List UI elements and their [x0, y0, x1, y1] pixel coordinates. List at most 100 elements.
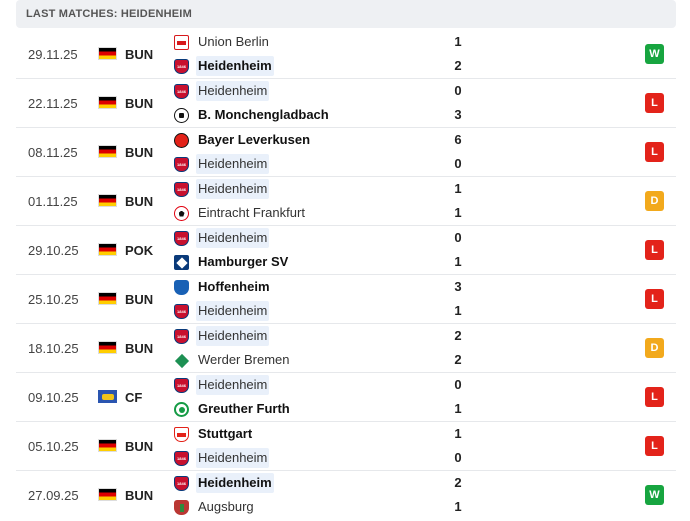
competition-code: BUN: [125, 145, 154, 160]
germany-flag-icon: [98, 243, 117, 256]
away-team[interactable]: Werder Bremen: [174, 350, 494, 370]
home-team[interactable]: Heidenheim: [174, 179, 494, 199]
match-row[interactable]: 05.10.25 BUN Stuttgart Heidenheim 1 0 L: [16, 422, 676, 471]
heidenheim-crest-icon: [174, 451, 189, 466]
away-team-name: Heidenheim: [196, 448, 270, 468]
away-score: 1: [454, 303, 462, 318]
away-score: 1: [454, 254, 462, 269]
away-team[interactable]: Hamburger SV: [174, 252, 494, 272]
home-score: 1: [454, 181, 462, 196]
match-date: 27.09.25: [28, 488, 79, 503]
competition-code: CF: [125, 390, 143, 405]
result-badge: W: [645, 44, 664, 64]
competition-code: BUN: [125, 341, 154, 356]
home-team[interactable]: Union Berlin: [174, 32, 494, 52]
leverkusen-crest-icon: [174, 133, 189, 148]
competition-code: BUN: [125, 292, 154, 307]
heidenheim-crest-icon: [174, 182, 189, 197]
away-team[interactable]: Heidenheim: [174, 56, 494, 76]
away-team-name: Hamburger SV: [198, 254, 289, 269]
home-team[interactable]: Stuttgart: [174, 424, 494, 444]
match-date: 22.11.25: [28, 96, 78, 111]
match-date: 08.11.25: [28, 145, 78, 160]
home-team[interactable]: Heidenheim: [174, 81, 494, 101]
result-badge: L: [645, 387, 664, 407]
home-team-name: Heidenheim: [196, 473, 274, 493]
away-team[interactable]: Heidenheim: [174, 301, 494, 321]
heidenheim-crest-icon: [174, 231, 189, 246]
home-score: 6: [454, 132, 462, 147]
result-badge: L: [645, 93, 664, 113]
home-team-name: Stuttgart: [198, 426, 253, 441]
away-team[interactable]: B. Monchengladbach: [174, 105, 494, 125]
away-team[interactable]: Eintracht Frankfurt: [174, 203, 494, 223]
home-team[interactable]: Heidenheim: [174, 228, 494, 248]
away-team-name: Augsburg: [198, 499, 254, 514]
result-badge: D: [645, 338, 664, 358]
home-team[interactable]: Bayer Leverkusen: [174, 130, 494, 150]
competition-code: BUN: [125, 488, 154, 503]
away-score: 0: [454, 450, 462, 465]
match-row[interactable]: 29.11.25 BUN Union Berlin Heidenheim 1 2…: [16, 30, 676, 79]
home-team-name: Heidenheim: [196, 81, 270, 101]
home-team[interactable]: Heidenheim: [174, 473, 494, 493]
germany-flag-icon: [98, 194, 117, 207]
home-score: 0: [454, 377, 462, 392]
match-row[interactable]: 09.10.25 CF Heidenheim Greuther Furth 0 …: [16, 373, 676, 422]
result-badge: L: [645, 289, 664, 309]
heidenheim-crest-icon: [174, 378, 189, 393]
germany-flag-icon: [98, 341, 117, 354]
match-date: 18.10.25: [28, 341, 79, 356]
match-row[interactable]: 08.11.25 BUN Bayer Leverkusen Heidenheim…: [16, 128, 676, 177]
home-team-name: Heidenheim: [196, 228, 270, 248]
home-team-name: Union Berlin: [198, 34, 269, 49]
match-row[interactable]: 27.09.25 BUN Heidenheim Augsburg 2 1 W: [16, 471, 676, 520]
away-team-name: Heidenheim: [196, 301, 270, 321]
heidenheim-crest-icon: [174, 476, 189, 491]
match-row[interactable]: 18.10.25 BUN Heidenheim Werder Bremen 2 …: [16, 324, 676, 373]
home-team[interactable]: Heidenheim: [174, 326, 494, 346]
union-berlin-crest-icon: [174, 35, 189, 50]
home-team-name: Heidenheim: [196, 326, 270, 346]
away-score: 2: [454, 58, 462, 73]
competition-code: BUN: [125, 47, 154, 62]
home-score: 3: [454, 279, 462, 294]
stuttgart-crest-icon: [174, 427, 189, 442]
match-row[interactable]: 25.10.25 BUN Hoffenheim Heidenheim 3 1 L: [16, 275, 676, 324]
matches-list: 29.11.25 BUN Union Berlin Heidenheim 1 2…: [16, 30, 676, 520]
result-badge: L: [645, 240, 664, 260]
away-team-name: Heidenheim: [196, 56, 274, 76]
heidenheim-crest-icon: [174, 157, 189, 172]
result-badge: L: [645, 142, 664, 162]
hamburg-crest-icon: [174, 255, 189, 270]
augsburg-crest-icon: [174, 500, 189, 515]
home-score: 0: [454, 230, 462, 245]
match-row[interactable]: 01.11.25 BUN Heidenheim Eintracht Frankf…: [16, 177, 676, 226]
away-team[interactable]: Heidenheim: [174, 154, 494, 174]
away-team[interactable]: Augsburg: [174, 497, 494, 517]
match-row[interactable]: 29.10.25 POK Heidenheim Hamburger SV 0 1…: [16, 226, 676, 275]
competition-code: BUN: [125, 439, 154, 454]
germany-flag-icon: [98, 292, 117, 305]
heidenheim-crest-icon: [174, 59, 189, 74]
away-team-name: Greuther Furth: [198, 401, 290, 416]
heidenheim-crest-icon: [174, 329, 189, 344]
competition-code: BUN: [125, 194, 154, 209]
furth-crest-icon: [174, 402, 189, 417]
germany-flag-icon: [98, 96, 117, 109]
away-score: 1: [454, 205, 462, 220]
werder-crest-icon: [174, 353, 189, 368]
home-team[interactable]: Hoffenheim: [174, 277, 494, 297]
home-team-name: Hoffenheim: [198, 279, 270, 294]
away-score: 1: [454, 401, 462, 416]
away-team-name: B. Monchengladbach: [198, 107, 329, 122]
home-team[interactable]: Heidenheim: [174, 375, 494, 395]
match-row[interactable]: 22.11.25 BUN Heidenheim B. Monchengladba…: [16, 79, 676, 128]
away-team[interactable]: Heidenheim: [174, 448, 494, 468]
germany-flag-icon: [98, 439, 117, 452]
home-score: 1: [454, 34, 462, 49]
result-badge: L: [645, 436, 664, 456]
away-team[interactable]: Greuther Furth: [174, 399, 494, 419]
competition-code: POK: [125, 243, 154, 258]
germany-flag-icon: [98, 488, 117, 501]
